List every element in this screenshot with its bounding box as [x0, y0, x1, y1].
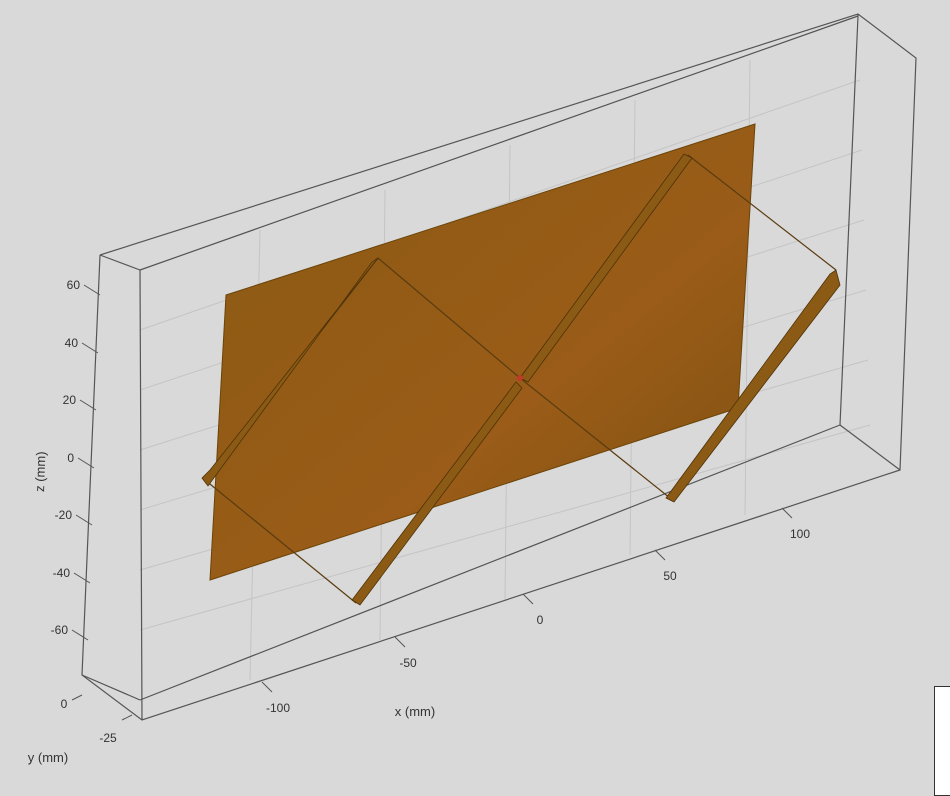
strip-arm-right — [665, 269, 841, 503]
strip-arm-lower — [351, 381, 523, 606]
colorbar-frame — [934, 686, 950, 796]
z-tick-label: 0 — [67, 451, 74, 465]
y-axis-label: y (mm) — [28, 750, 68, 765]
x-axis-label: x (mm) — [395, 704, 435, 719]
x-tick-label: 0 — [537, 613, 544, 627]
z-axis: 60 40 20 0 -20 -40 -60 z (mm) — [32, 278, 101, 641]
z-tick-label: -20 — [55, 508, 73, 522]
x-tick-label: -100 — [266, 701, 290, 715]
strip-arm-upper — [519, 153, 693, 383]
dipole-strips — [201, 153, 841, 606]
x-axis: -100 -50 0 50 100 x (mm) — [261, 507, 810, 719]
y-tick-label: 0 — [61, 697, 68, 711]
z-tick-label: -40 — [53, 566, 71, 580]
z-tick-label: 40 — [65, 336, 79, 350]
z-tick-label: 60 — [67, 278, 81, 292]
strip-arm-left — [201, 257, 379, 487]
ground-plane — [209, 123, 756, 581]
x-tick-label: 50 — [663, 569, 677, 583]
bounding-box — [81, 13, 917, 721]
y-axis: 0 -25 y (mm) — [28, 694, 133, 765]
feed-point — [517, 375, 523, 381]
x-tick-label: 100 — [790, 527, 810, 541]
x-tick-label: -50 — [399, 656, 417, 670]
y-tick-label: -25 — [99, 731, 117, 745]
z-tick-label: -60 — [51, 623, 69, 637]
z-axis-label: z (mm) — [32, 451, 48, 492]
z-tick-label: 20 — [63, 393, 77, 407]
